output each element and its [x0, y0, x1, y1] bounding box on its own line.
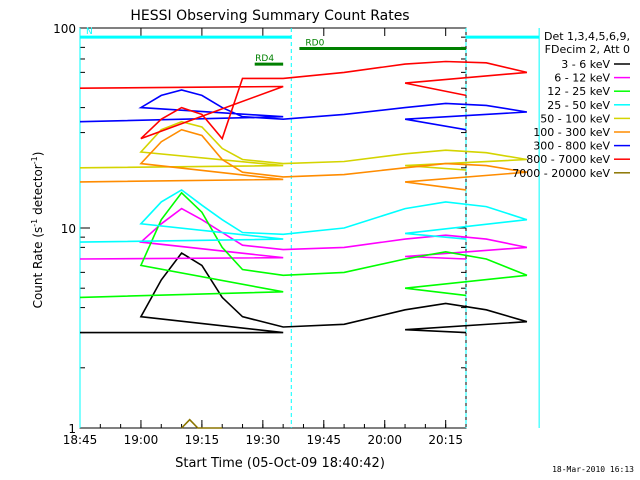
series-line-7000to20000kev [181, 418, 223, 429]
series-line-800to7000kev [79, 60, 528, 141]
y-axis-label-end: ) [31, 152, 45, 157]
legend-label: 7000 - 20000 keV [512, 167, 610, 180]
series-line-12to25kev [79, 191, 528, 299]
legend-label: 300 - 800 keV [533, 140, 610, 153]
legend-label: 3 - 6 keV [561, 58, 610, 71]
y-axis-label: Count Rate (s-1 detector-1) [30, 152, 45, 309]
series-line-100to300kev [79, 128, 528, 191]
x-tick-label: 19:15 [185, 433, 220, 447]
y-tick-label: 100 [53, 22, 76, 36]
timestamp: 18-Mar-2010 16:13 [552, 465, 634, 474]
y-axis-label-exp1: -1 [30, 219, 39, 227]
x-tick-label: 20:15 [428, 433, 463, 447]
legend: Det 1,3,4,5,6,9, FDecim 2, Att 0 3 - 6 k… [512, 30, 630, 180]
series-line-3to6kev [80, 251, 528, 334]
x-tick-label: 20:00 [367, 433, 402, 447]
state-bar-label: RD0 [305, 38, 324, 48]
state-bar-label: N [86, 27, 93, 37]
x-axis-label: Start Time (05-Oct-09 18:40:42) [175, 456, 385, 471]
y-axis-label-main: Count Rate (s [31, 227, 45, 309]
series-line-6to12kev [79, 207, 528, 260]
y-axis-label-exp2: -1 [30, 156, 39, 164]
y-axis-label-mid: detector [31, 164, 45, 219]
legend-label: 12 - 25 keV [547, 85, 610, 98]
legend-label: 800 - 7000 keV [526, 153, 610, 166]
x-tick-label: 18:45 [63, 433, 98, 447]
legend-label: 25 - 50 keV [547, 99, 610, 112]
x-tick-label: 19:45 [306, 433, 341, 447]
legend-label: 50 - 100 keV [540, 112, 610, 125]
series-line-25to50kev [79, 188, 528, 243]
legend-header-line-2: FDecim 2, Att 0 [545, 43, 630, 56]
legend-header-line-1: Det 1,3,4,5,6,9, [544, 30, 630, 43]
series-line-300to800kev [79, 89, 528, 131]
y-tick-label: 10 [61, 222, 76, 236]
state-bar-label: RD4 [255, 54, 274, 64]
plot-area: 1 10 100 18:45 19:00 19:15 19:30 19:45 20:00 20:1… [53, 22, 540, 447]
series-line-50to100kev [79, 120, 528, 171]
x-tick-label: 19:00 [124, 433, 159, 447]
x-tick-label: 19:30 [246, 433, 281, 447]
chart-title: HESSI Observing Summary Count Rates [130, 8, 409, 24]
legend-label: 6 - 12 keV [554, 72, 610, 85]
legend-label: 100 - 300 keV [533, 126, 610, 139]
y-tick-label: 1 [68, 422, 76, 436]
